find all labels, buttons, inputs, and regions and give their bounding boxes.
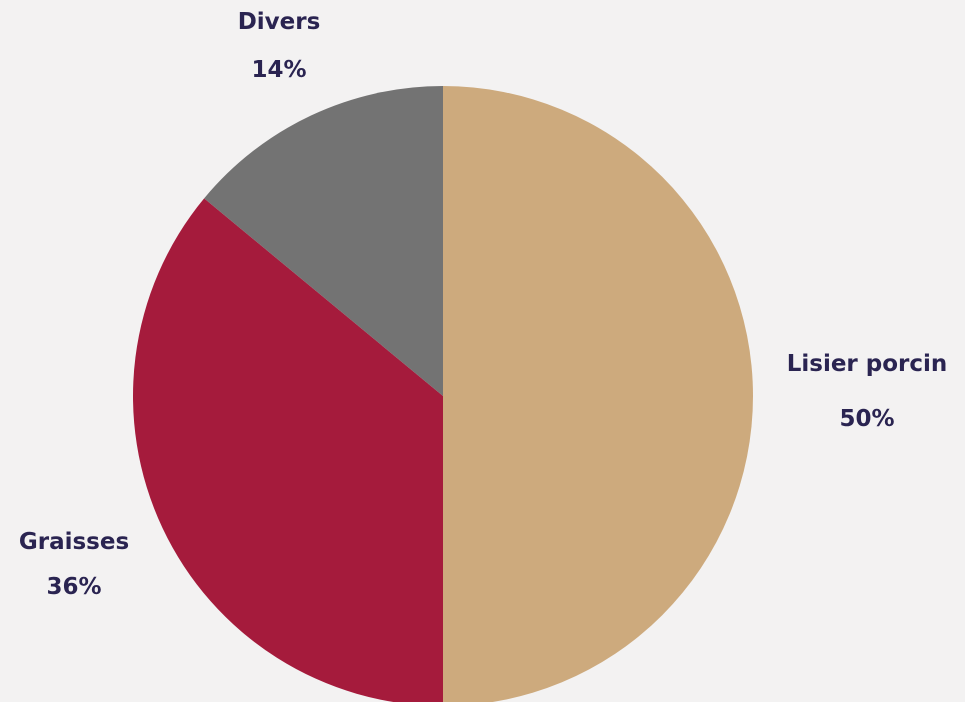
slice-label-lisier-porcin: Lisier porcin (787, 351, 948, 377)
slice-label-divers: Divers (238, 9, 321, 35)
slice-value-graisses: 36% (46, 574, 101, 600)
pie-slice-graisses (133, 198, 443, 702)
pie-slice-divers (204, 86, 443, 396)
slice-value-divers: 14% (251, 57, 306, 83)
slice-value-lisier-porcin: 50% (839, 406, 894, 432)
pie-labels: Lisier porcin 50% Graisses 36% Divers 14% (19, 9, 947, 600)
pie-slices (133, 86, 753, 702)
pie-slice-lisier-porcin (443, 86, 753, 702)
slice-label-graisses: Graisses (19, 529, 129, 555)
